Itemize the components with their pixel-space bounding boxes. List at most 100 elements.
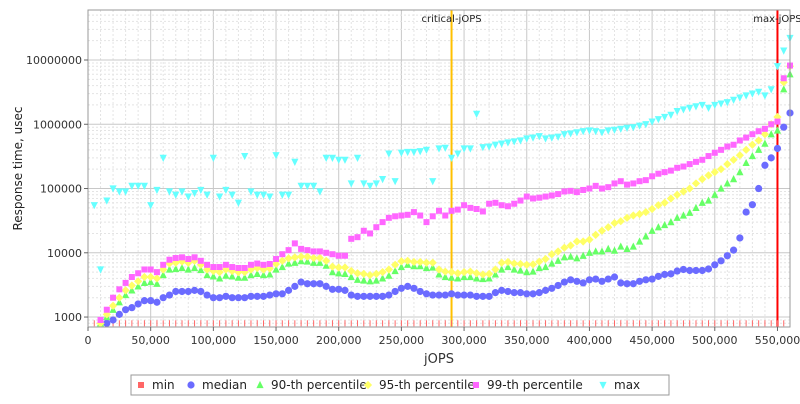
data-point <box>498 265 506 273</box>
data-point <box>397 262 405 271</box>
data-point <box>686 104 694 112</box>
data-point <box>642 121 650 129</box>
data-point <box>235 264 242 271</box>
data-point <box>472 269 481 278</box>
data-point <box>743 134 750 141</box>
data-point <box>723 252 731 260</box>
data-point <box>567 187 574 194</box>
data-point <box>422 290 431 298</box>
data-point <box>315 253 325 263</box>
data-point <box>617 178 624 185</box>
data-point <box>115 188 123 196</box>
data-point <box>190 286 199 294</box>
data-point <box>140 272 149 282</box>
data-point <box>516 266 525 274</box>
data-point <box>667 218 675 226</box>
y-tick-label: 10000000 <box>26 54 82 67</box>
data-point <box>711 101 719 110</box>
data-point <box>717 184 725 192</box>
data-point <box>116 286 123 293</box>
data-point <box>253 269 261 277</box>
data-point <box>441 291 449 299</box>
data-point <box>341 252 348 259</box>
data-point <box>177 257 187 266</box>
data-point <box>516 137 525 145</box>
data-point <box>215 268 224 277</box>
data-point <box>598 129 606 137</box>
data-point <box>210 264 217 271</box>
data-point <box>761 139 769 147</box>
data-point <box>448 207 455 214</box>
legend-label: min <box>152 378 175 392</box>
data-point <box>679 106 688 114</box>
data-point <box>222 271 230 279</box>
data-point <box>567 252 575 260</box>
data-point <box>635 209 644 219</box>
data-point <box>140 278 149 286</box>
data-point <box>127 281 136 290</box>
data-point <box>96 319 105 328</box>
data-point <box>730 141 737 148</box>
data-point <box>616 217 625 226</box>
data-point <box>491 270 500 278</box>
data-point <box>610 218 619 228</box>
data-point <box>259 292 268 300</box>
data-point <box>586 185 593 192</box>
data-point <box>510 259 519 268</box>
data-point <box>185 256 192 263</box>
data-point <box>254 260 261 267</box>
legend-label: max <box>614 378 640 392</box>
data-point <box>704 171 713 180</box>
data-point <box>140 297 149 305</box>
data-point <box>204 261 211 268</box>
data-point <box>115 310 123 318</box>
data-point <box>360 180 368 188</box>
data-point <box>554 256 562 264</box>
data-point <box>103 319 111 327</box>
data-point <box>479 274 487 283</box>
data-point <box>579 251 587 259</box>
data-point <box>109 316 117 324</box>
data-point <box>110 294 117 301</box>
data-point <box>435 270 443 278</box>
data-point <box>166 256 173 263</box>
data-point <box>735 151 744 160</box>
x-tick-label: 200,000 <box>316 334 362 347</box>
data-point <box>397 149 405 157</box>
data-point <box>172 254 179 261</box>
x-tick-label: 50,000 <box>131 334 170 347</box>
data-point <box>486 200 493 207</box>
data-point <box>617 242 625 250</box>
data-point <box>592 182 599 189</box>
data-point <box>385 214 392 221</box>
data-point <box>128 286 136 294</box>
x-tick-label: 250,000 <box>379 334 425 347</box>
data-point <box>140 182 149 190</box>
data-point <box>491 289 500 297</box>
data-point <box>197 186 205 195</box>
data-point <box>441 144 449 152</box>
x-axis-label: jOPS <box>423 352 454 367</box>
data-point <box>460 145 468 153</box>
data-point <box>447 154 456 162</box>
data-point <box>592 128 600 136</box>
data-point <box>655 170 662 177</box>
data-point <box>442 212 449 219</box>
data-point <box>403 256 412 265</box>
data-point <box>729 246 738 254</box>
data-point <box>435 145 443 153</box>
data-point <box>122 306 130 314</box>
data-point <box>341 156 349 164</box>
data-point <box>466 145 474 153</box>
data-point <box>153 186 161 195</box>
data-point <box>266 260 273 267</box>
data-point <box>661 113 669 122</box>
data-point <box>247 270 255 279</box>
data-point <box>384 265 393 274</box>
data-point <box>310 258 318 266</box>
data-point <box>216 294 224 302</box>
data-point <box>135 270 142 277</box>
data-point <box>454 206 461 213</box>
data-point <box>553 247 563 256</box>
data-point <box>485 269 494 278</box>
